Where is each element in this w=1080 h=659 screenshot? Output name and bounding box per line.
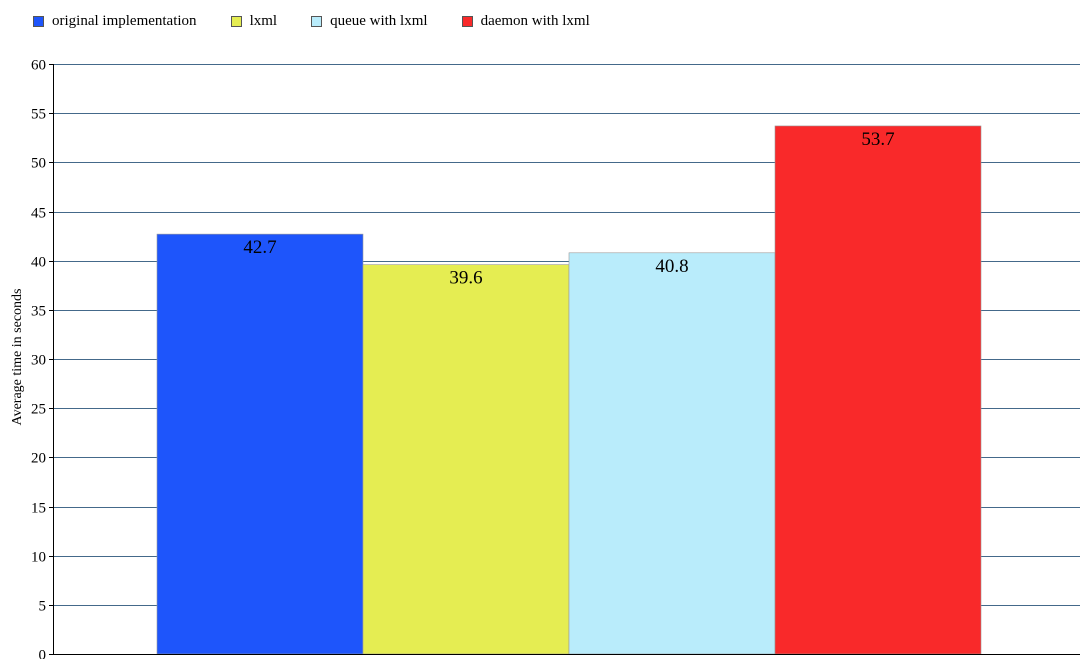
bar-2: [362, 264, 570, 655]
legend-item-4: daemon with lxml: [461, 12, 590, 30]
legend: original implementation lxml queue with lx…: [33, 11, 624, 31]
bar-value-label-4: 53.7: [861, 129, 894, 150]
legend-swatch-3: [311, 15, 323, 27]
legend-swatch-2: [230, 15, 242, 27]
legend-label-4: daemon with lxml: [480, 12, 590, 29]
y-tick-label-0: 0: [39, 648, 47, 659]
y-tick-label-15: 15: [31, 501, 46, 517]
bar-value-label-3: 40.8: [655, 256, 688, 277]
y-tick-label-30: 30: [31, 353, 46, 369]
y-tick-label-60: 60: [31, 58, 46, 74]
bar-value-label-1: 42.7: [243, 237, 276, 258]
legend-item-1: original implementation: [33, 13, 197, 30]
bar-4: [774, 125, 982, 655]
bars: [156, 125, 982, 655]
bar-3: [568, 252, 776, 655]
legend-label-1: original implementation: [52, 12, 197, 29]
bar-value-label-2: 39.6: [449, 268, 482, 289]
legend-label-3: queue with lxml: [330, 12, 428, 29]
y-axis-title: Average time in seconds: [10, 289, 25, 426]
y-tick-label-45: 45: [31, 206, 46, 222]
y-tick-label-25: 25: [31, 402, 46, 418]
legend-swatch-4: [461, 15, 473, 27]
legend-item-3: queue with lxml: [311, 13, 428, 30]
y-tick-label-50: 50: [31, 156, 46, 172]
legend-swatch-1: [33, 15, 44, 27]
data-labels: 42.7 39.6 40.8 53.7: [243, 129, 894, 289]
bar-1: [156, 233, 364, 655]
legend-item-2: lxml: [230, 12, 278, 30]
y-tick-label-40: 40: [31, 255, 46, 271]
y-tick-label-5: 5: [39, 599, 47, 615]
legend-label-2: lxml: [249, 12, 278, 29]
y-tick-label-20: 20: [31, 451, 46, 467]
y-tick-label-55: 55: [31, 107, 46, 123]
y-tick-label-35: 35: [31, 304, 46, 320]
axes: 0 5 10 15 20 25 30 35 40 45 50 55 60: [31, 58, 1080, 659]
y-tick-label-10: 10: [31, 550, 46, 566]
